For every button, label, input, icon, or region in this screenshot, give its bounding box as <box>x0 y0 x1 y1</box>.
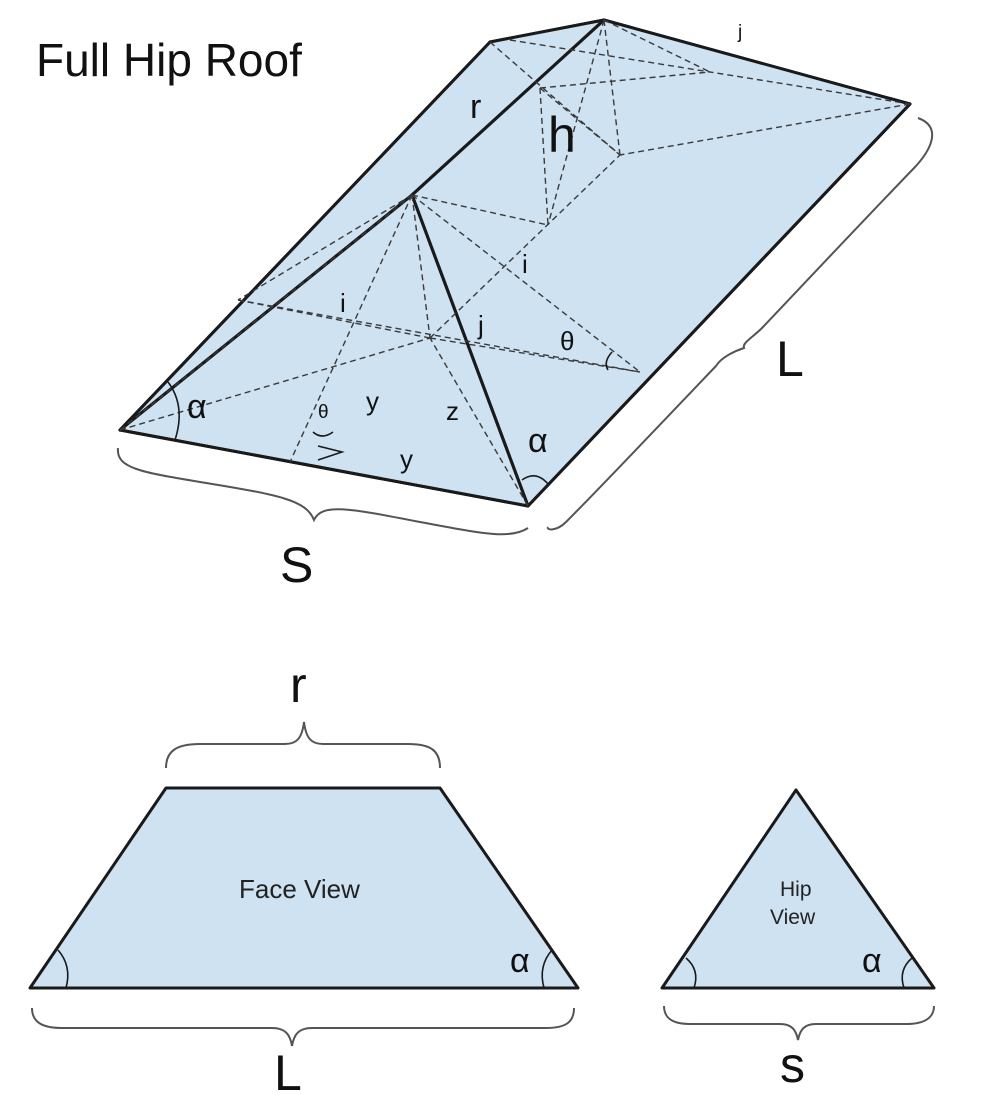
alpha-arc-left <box>167 381 180 441</box>
face-view-label-alpha: α <box>510 942 530 980</box>
label-z: z <box>446 396 459 426</box>
brace-face-L <box>31 1007 575 1047</box>
hip-view-caption-line1: Hip <box>780 878 812 901</box>
brace-hip-s <box>663 1005 935 1041</box>
label-r: r <box>470 88 481 126</box>
face-view-alpha-arc-right <box>541 949 553 989</box>
face-view-caption: Face View <box>239 874 360 904</box>
label-S: S <box>280 537 313 593</box>
hip-view: Hip View α s <box>660 788 936 1093</box>
alpha-arc-right <box>521 475 549 485</box>
face-view: r Face View α L <box>28 657 580 1101</box>
eave-right <box>526 102 912 508</box>
roof-3d: r h j i i j θ θ y z y α α S L <box>116 18 934 593</box>
face-view-trapezoid <box>28 786 580 990</box>
eave-left <box>118 40 492 432</box>
label-theta-right: θ <box>560 326 574 356</box>
face-view-label-r: r <box>290 657 307 713</box>
hip-view-label-alpha: α <box>862 942 882 980</box>
face-view-alpha-arc-left <box>57 949 69 989</box>
brace-L <box>546 117 934 531</box>
hip-view-label-s: s <box>780 1037 805 1093</box>
label-i-left: i <box>340 288 346 318</box>
ridge-line <box>410 18 606 197</box>
brace-S <box>116 447 529 536</box>
label-j-top: j <box>737 22 742 43</box>
diagram-title: Full Hip Roof <box>36 34 302 86</box>
label-j-hip: j <box>477 310 484 340</box>
hip-view-caption-line2: View <box>770 906 816 929</box>
label-y-upper: y <box>366 386 379 416</box>
theta-arc-left <box>312 431 334 437</box>
label-alpha-right: α <box>528 422 548 460</box>
label-y-lower: y <box>400 444 413 474</box>
face-view-label-L: L <box>274 1045 302 1101</box>
label-h: h <box>548 107 576 163</box>
hip-view-alpha-arc-left <box>685 957 697 989</box>
right-angle-mark <box>317 445 345 461</box>
construction-lines <box>119 19 911 507</box>
brace-face-r <box>165 721 441 769</box>
label-theta-left: θ <box>318 402 329 423</box>
eave-front <box>118 428 530 508</box>
label-L: L <box>776 331 804 387</box>
label-i-upper: i <box>522 249 528 279</box>
right-hip-edge <box>410 193 530 508</box>
hip-view-triangle <box>660 788 936 990</box>
label-alpha-left: α <box>187 388 207 426</box>
theta-arc-right <box>605 351 613 371</box>
hip-view-alpha-arc-right <box>901 957 913 989</box>
